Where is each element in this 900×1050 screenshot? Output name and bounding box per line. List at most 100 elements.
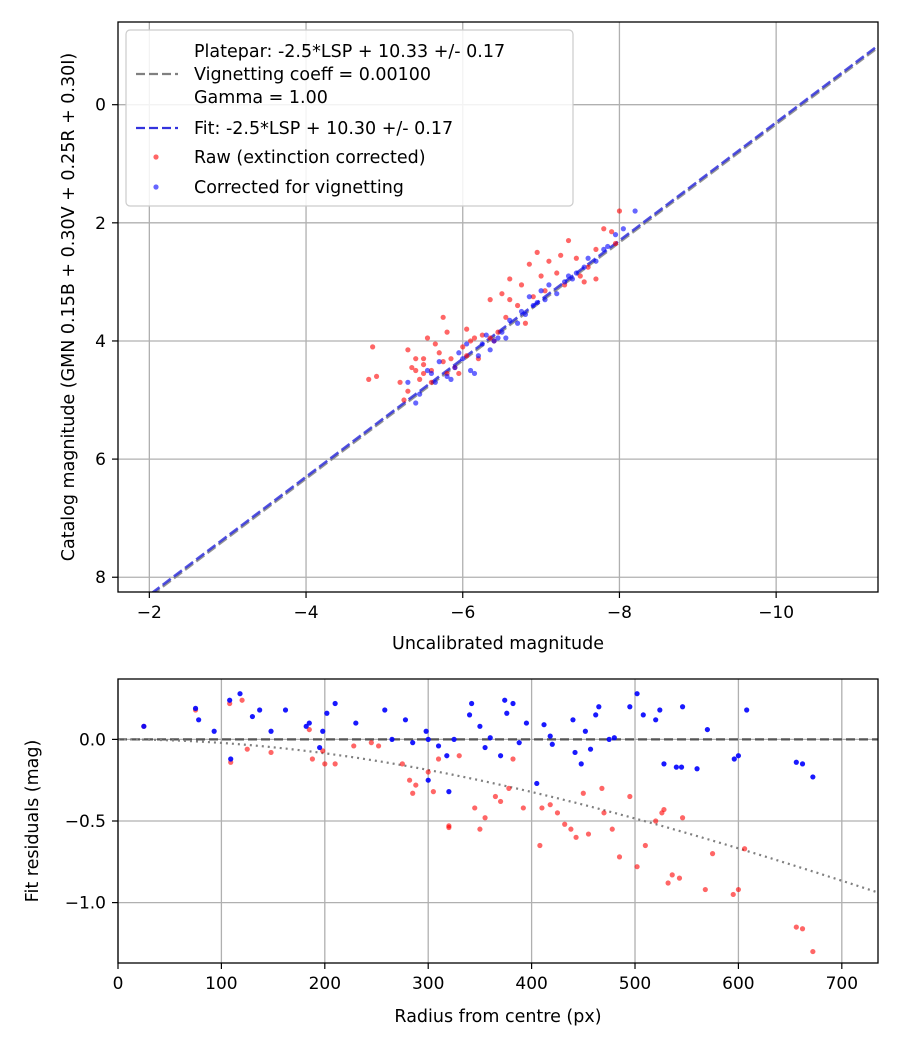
top-x-tick-label: −8 <box>607 603 632 623</box>
corrected-residual-point <box>425 736 431 742</box>
corrected-residual-point <box>587 746 594 752</box>
corrected-point <box>428 370 435 377</box>
raw-residual-point <box>547 802 553 808</box>
corrected-residual-point <box>704 726 710 733</box>
raw-point <box>428 379 435 385</box>
raw-point <box>460 344 466 350</box>
raw-residual-point <box>653 818 659 824</box>
corrected-point <box>499 329 505 335</box>
corrected-residual-point <box>423 728 429 734</box>
corrected-residual-point <box>570 717 576 723</box>
top-x-tick-label: −6 <box>450 603 475 623</box>
corrected-point <box>471 370 478 377</box>
corrected-residual-point <box>799 761 806 767</box>
top-y-tick-label: 0 <box>95 96 106 116</box>
raw-point <box>593 276 599 282</box>
raw-residual-point <box>539 805 545 811</box>
raw-point <box>616 208 623 214</box>
raw-point <box>420 370 427 377</box>
corrected-residual-point <box>410 740 416 746</box>
raw-point <box>409 364 415 371</box>
raw-residual-point <box>742 846 748 852</box>
raw-residual-point <box>425 769 431 775</box>
corrected-residual-point <box>744 707 750 713</box>
corrected-residual-point <box>482 744 488 751</box>
raw-residual-point <box>580 790 586 796</box>
raw-residual-point <box>410 790 416 796</box>
legend-fit-label: Fit: -2.5*LSP + 10.30 +/- 0.17 <box>194 119 453 139</box>
legend-box <box>125 29 574 207</box>
corrected-residual-point <box>661 761 667 767</box>
corrected-residual-point <box>228 756 234 762</box>
corrected-residual-point <box>303 723 309 729</box>
corrected-residual-point <box>444 753 450 759</box>
corrected-residual-point <box>487 735 493 741</box>
bottom-x-tick-label: 0 <box>113 974 124 994</box>
raw-residual-point <box>332 761 338 767</box>
raw-point <box>542 288 548 294</box>
corrected-residual-point <box>735 753 742 759</box>
raw-residual-point <box>520 805 526 811</box>
raw-point <box>612 240 619 247</box>
raw-residual-point <box>244 746 250 752</box>
corrected-point <box>538 288 544 294</box>
raw-residual-point <box>709 851 716 857</box>
top-ticks: −2 −4 −6 −8 −10 0 2 4 6 8 <box>95 96 794 623</box>
corrected-residual-point <box>657 707 663 713</box>
raw-point <box>546 258 552 264</box>
corrected-point <box>479 341 485 347</box>
raw-point <box>565 237 572 244</box>
raw-residual-point <box>472 805 478 811</box>
corrected-point <box>530 302 536 309</box>
raw-residual-point <box>702 886 708 893</box>
corrected-residual-point <box>249 713 256 720</box>
raw-point <box>464 326 470 332</box>
corrected-residual-point <box>469 700 475 707</box>
raw-point <box>487 335 493 341</box>
corrected-point <box>460 356 466 362</box>
raw-point <box>534 249 540 255</box>
corrected-point <box>632 208 638 214</box>
raw-residual-point <box>406 777 413 783</box>
raw-residual-point <box>601 810 607 816</box>
raw-residual-point <box>793 924 799 930</box>
legend-raw-marker <box>153 154 159 160</box>
raw-point <box>558 252 564 258</box>
corrected-residual-point <box>593 712 599 718</box>
raw-residual-point <box>642 842 648 849</box>
corrected-point <box>542 297 548 303</box>
raw-point <box>464 353 470 359</box>
corrected-point <box>561 279 568 285</box>
top-y-tick-label: 8 <box>95 568 106 588</box>
corrected-residual-point <box>425 777 431 783</box>
raw-point <box>601 226 607 232</box>
corrected-point <box>518 308 525 315</box>
top-ylabel: Catalog magnitude (GMN 0.15B + 0.30V + 0… <box>59 53 79 561</box>
raw-point <box>507 276 513 282</box>
corrected-residual-point <box>679 704 686 710</box>
corrected-point <box>467 367 474 374</box>
raw-point <box>530 294 536 300</box>
raw-residual-point <box>599 785 605 791</box>
raw-residual-point <box>735 886 742 893</box>
corrected-residual-point <box>141 723 147 729</box>
bottom-points <box>141 691 816 955</box>
corrected-residual-point <box>510 700 516 707</box>
corrected-point <box>573 270 579 276</box>
corrected-residual-point <box>582 728 588 734</box>
corrected-residual-point <box>211 728 217 734</box>
corrected-point <box>601 246 607 253</box>
bottom-x-tick-label: 600 <box>722 974 754 994</box>
corrected-residual-point <box>332 700 338 707</box>
raw-residual-point <box>562 821 568 827</box>
raw-residual-point <box>616 854 623 860</box>
raw-residual-point <box>430 789 436 795</box>
corrected-residual-point <box>516 740 522 746</box>
corrected-point <box>620 226 626 232</box>
corrected-residual-point <box>673 764 679 770</box>
raw-residual-point <box>320 748 326 754</box>
bottom-y-tick-label: −0.5 <box>65 812 106 832</box>
corrected-point <box>503 335 509 341</box>
raw-point <box>444 329 450 335</box>
raw-point <box>456 370 462 377</box>
